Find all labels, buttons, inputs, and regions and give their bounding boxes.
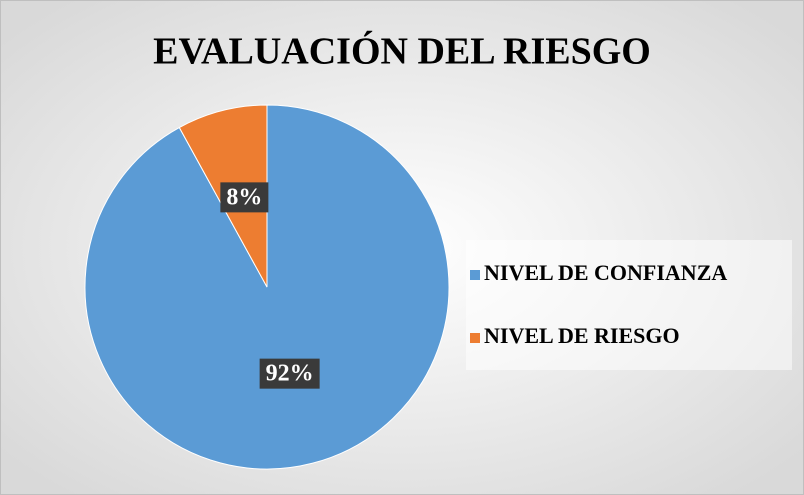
chart-title: EVALUACIÓN DEL RIESGO (153, 31, 651, 73)
legend-swatch (470, 270, 480, 280)
legend-label: NIVEL DE RIESGO (484, 323, 680, 348)
data-label-box (259, 358, 320, 389)
legend-background (466, 240, 792, 370)
data-label: 8% (226, 184, 262, 210)
legend-swatch (470, 333, 480, 343)
data-label-box (220, 182, 269, 213)
legend-label: NIVEL DE CONFIANZA (484, 260, 727, 285)
data-label: 92% (266, 361, 314, 387)
